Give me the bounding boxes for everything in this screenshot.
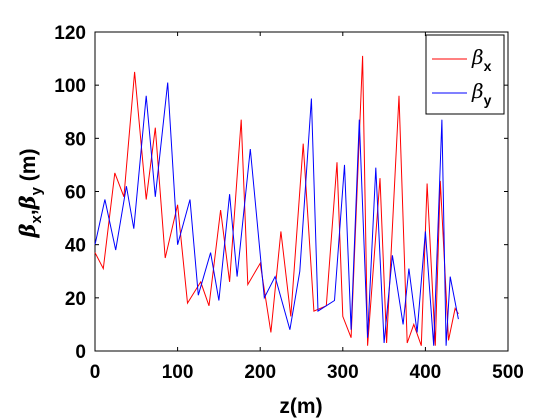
y-tick-label: 60 [65,183,86,204]
y-tick-label: 20 [65,289,86,310]
legend: βx βy [425,34,505,115]
x-axis: 0 100 200 300 400 500 [90,32,524,383]
y-axis-label-beta-x: β [15,223,40,238]
x-tick-label: 200 [244,362,276,383]
y-tick-label: 80 [65,129,86,150]
y-tick-label: 0 [75,342,86,363]
y-tick-label: 100 [54,76,86,97]
y-axis-label-beta-y: β [15,195,40,210]
y-axis-label-unit: (m) [17,149,40,188]
y-tick-label: 120 [54,23,86,44]
y-axis-label: βx,βy (m) [15,149,45,239]
series-line-beta-x [94,55,459,346]
legend-box [425,34,505,115]
x-tick-label: 100 [162,362,194,383]
x-tick-label: 0 [90,362,101,383]
x-axis-label: z(m) [279,395,322,418]
legend-label-beta-y: βy [471,79,492,108]
x-tick-label: 300 [327,362,359,383]
x-tick-label: 400 [410,362,442,383]
y-axis: 0 20 40 60 80 100 120 [54,23,508,363]
series-line-beta-y [94,82,459,346]
y-axis-label-sub-x: x [28,215,45,224]
y-axis-label-sub-y: y [28,186,45,195]
series-layer [94,55,459,346]
y-axis-label-sep: , [17,209,40,215]
y-tick-label: 40 [65,236,86,257]
legend-label-beta-x: βx [471,45,492,74]
x-tick-label: 500 [492,362,524,383]
